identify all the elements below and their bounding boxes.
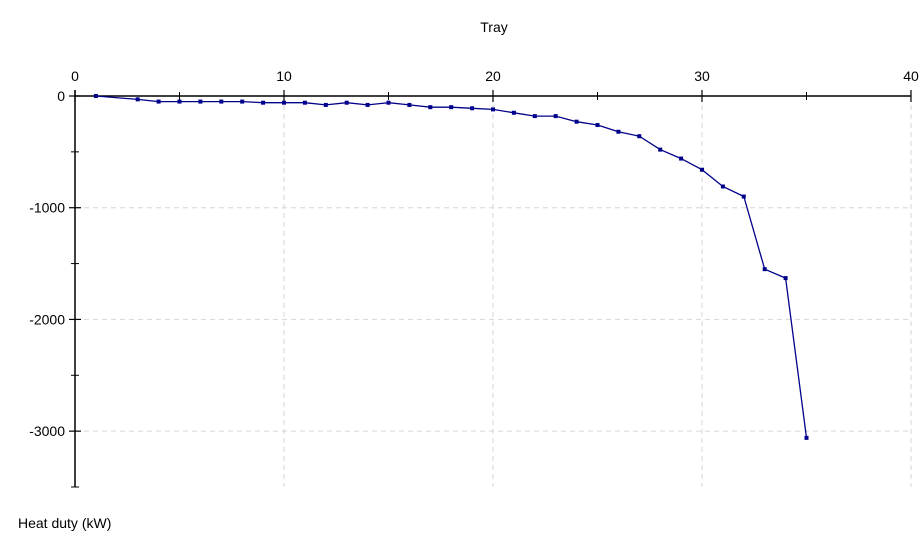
x-tick-label: 20	[485, 68, 501, 84]
data-point	[240, 99, 245, 104]
x-tick-label: 0	[71, 68, 79, 84]
x-tick-label: 40	[903, 68, 919, 84]
data-point	[198, 99, 203, 104]
data-point	[93, 94, 98, 98]
y-axis-title: Heat duty (kW)	[18, 515, 111, 531]
data-point	[658, 147, 663, 152]
data-series	[93, 94, 809, 440]
data-point	[177, 99, 182, 104]
x-tick-label: 10	[276, 68, 292, 84]
series-line	[95, 95, 808, 438]
axes: 0 10 20 30 40 0 -1000 -2000 -3000	[29, 68, 919, 488]
data-point	[595, 123, 600, 128]
data-point	[261, 100, 266, 105]
data-point	[344, 100, 349, 105]
data-point	[532, 114, 537, 119]
data-point	[574, 119, 579, 124]
data-point	[449, 105, 454, 110]
data-point	[616, 129, 621, 134]
data-point	[302, 100, 307, 105]
data-point	[679, 156, 684, 161]
data-point	[720, 184, 725, 189]
data-point	[762, 267, 767, 272]
data-point	[470, 106, 475, 111]
data-point	[511, 110, 516, 115]
y-tick-label: -2000	[29, 311, 65, 327]
x-tick-label: 30	[694, 68, 710, 84]
x-axis-title: Tray	[480, 19, 507, 35]
data-point	[219, 99, 224, 104]
data-point	[804, 435, 809, 440]
data-point	[407, 102, 412, 107]
data-point	[386, 100, 391, 105]
grid-lines	[75, 96, 912, 487]
data-point	[741, 194, 746, 199]
y-tick-label: -1000	[29, 200, 65, 216]
data-point	[323, 102, 328, 107]
data-point	[491, 107, 495, 112]
data-point	[365, 102, 370, 107]
data-point	[282, 100, 286, 105]
data-point	[700, 167, 704, 172]
data-point	[637, 134, 642, 139]
data-point	[783, 276, 788, 281]
data-point	[428, 105, 433, 110]
data-point	[156, 99, 161, 104]
y-tick-label: 0	[57, 88, 65, 104]
data-point	[135, 97, 140, 102]
data-point	[553, 114, 558, 119]
y-tick-label: -3000	[29, 423, 65, 439]
